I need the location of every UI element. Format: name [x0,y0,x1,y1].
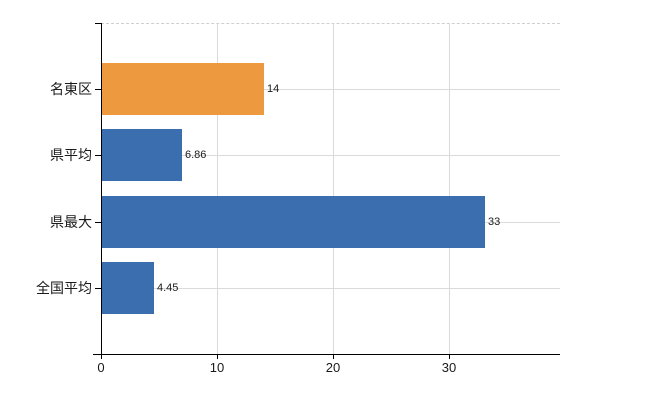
plot-area: 14 6.86 33 4.45 [101,23,560,354]
x-axis-tick-label: 10 [209,360,225,375]
y-axis-line [101,23,102,355]
bar-meito-ward [102,63,264,115]
bar-value-label: 14 [267,83,280,95]
x-axis-tick [217,355,218,359]
category-label: 名東区 [50,81,92,97]
x-axis-tick [449,355,450,359]
bar-prefecture-average [102,129,182,181]
bar-value-label: 4.45 [157,282,179,294]
bar-value-label: 33 [488,216,501,228]
bar-value-label: 6.86 [185,149,207,161]
gridline-horizontal [101,89,560,90]
gridline-vertical [449,23,450,354]
bar-national-average [102,262,154,314]
x-axis-tick-label: 20 [325,360,341,375]
y-axis-tick [95,288,101,289]
y-axis-top-tick [95,23,101,24]
x-axis-tick [101,355,102,359]
category-label: 県最大 [50,214,92,230]
y-axis-tick [95,222,101,223]
y-axis-tick [95,89,101,90]
gridline-vertical [217,23,218,354]
x-axis-tick [333,355,334,359]
x-axis-line [93,354,560,355]
category-label: 県平均 [50,147,92,163]
gridline-horizontal [101,288,560,289]
plot-top-border [101,23,560,24]
category-label: 全国平均 [36,280,92,296]
x-axis-tick-label: 0 [97,360,105,375]
y-axis-tick [95,155,101,156]
gridline-vertical [333,23,334,354]
gridline-horizontal [101,155,560,156]
bar-prefecture-max [102,196,485,248]
x-axis-tick-label: 30 [441,360,457,375]
